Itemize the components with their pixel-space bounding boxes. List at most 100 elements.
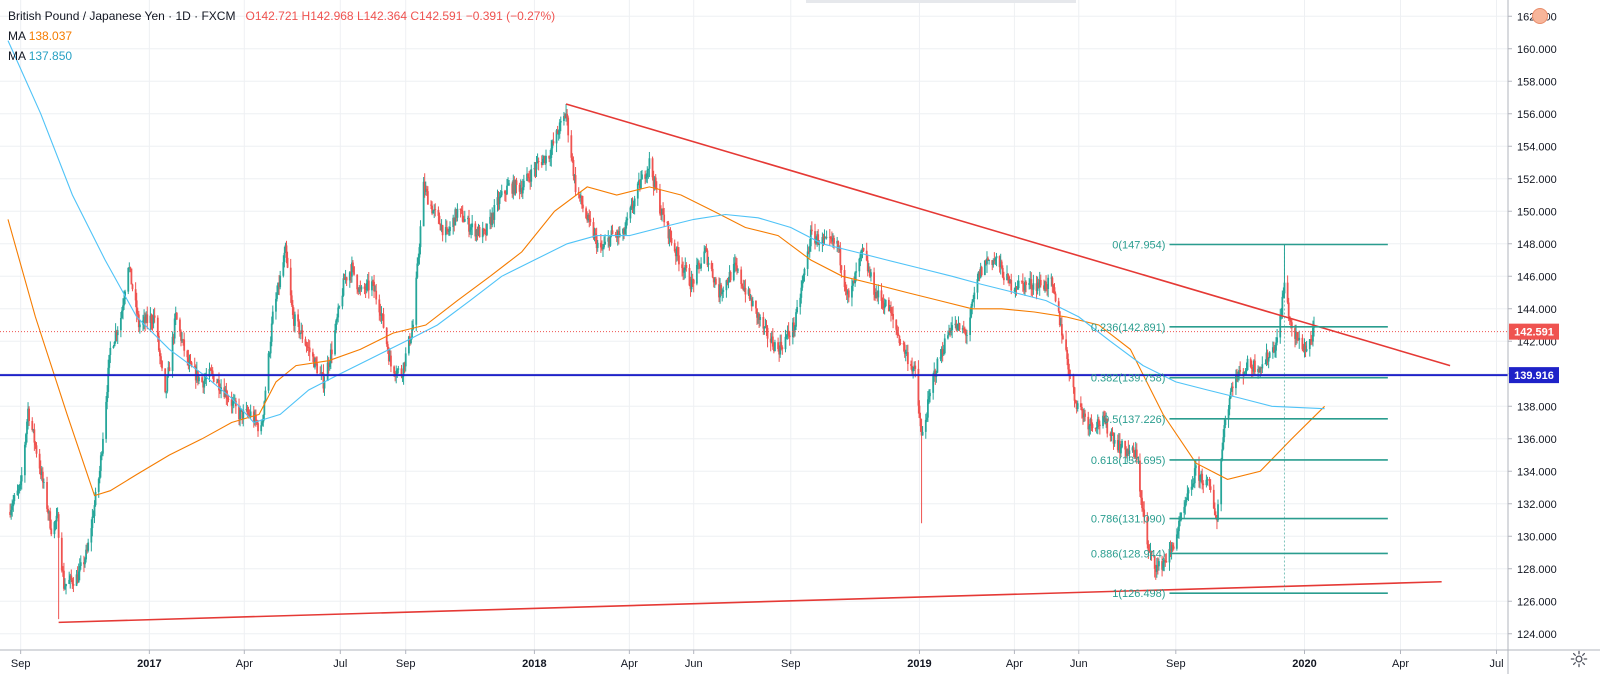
- candle-body: [973, 292, 976, 300]
- candle-body: [564, 116, 566, 119]
- candle: [1111, 427, 1114, 436]
- candle: [1102, 411, 1104, 429]
- candle-body: [113, 341, 116, 347]
- candle: [344, 269, 347, 284]
- candle: [735, 256, 737, 272]
- candle-body: [1224, 419, 1227, 426]
- candle-body: [187, 357, 190, 366]
- candle: [119, 311, 122, 338]
- candle: [1118, 433, 1121, 460]
- candle: [462, 215, 465, 223]
- candle-body: [599, 242, 602, 248]
- candle: [76, 566, 79, 584]
- candle-body: [898, 335, 901, 344]
- candle: [476, 226, 479, 241]
- candle-body: [393, 366, 396, 374]
- candle-body: [1294, 328, 1296, 339]
- fib-level-label: 0(147.954): [1112, 239, 1165, 251]
- candle-body: [644, 174, 647, 179]
- candle: [1081, 403, 1083, 419]
- candle: [845, 284, 848, 300]
- candle-body: [441, 225, 444, 236]
- candle: [881, 297, 884, 310]
- candle: [1127, 440, 1130, 457]
- candle: [396, 368, 399, 378]
- candle: [482, 227, 485, 236]
- candle-body: [471, 223, 474, 228]
- candle-body: [1221, 449, 1224, 461]
- candle-body: [831, 239, 833, 242]
- candle: [503, 189, 506, 202]
- legend-ma1-row[interactable]: MA 138.037: [8, 26, 555, 46]
- candle: [160, 353, 162, 368]
- candle: [41, 467, 44, 489]
- candle: [714, 276, 717, 286]
- candle: [949, 327, 951, 338]
- candle-body: [358, 287, 361, 292]
- candle-body: [667, 222, 670, 239]
- candle-body: [574, 175, 577, 192]
- price-tick-label: 132.000: [1517, 499, 1557, 511]
- candle: [954, 316, 957, 329]
- candle-body: [710, 262, 713, 269]
- time-tick-label: 2020: [1292, 658, 1316, 670]
- candle: [1117, 432, 1120, 453]
- candle-body: [899, 343, 902, 344]
- candle: [360, 284, 363, 292]
- candle-body: [119, 317, 122, 331]
- candle-body: [839, 247, 842, 266]
- candle: [307, 339, 310, 357]
- candle: [319, 366, 322, 374]
- candle: [1252, 359, 1255, 375]
- candle-body: [18, 485, 21, 489]
- candle-body: [689, 285, 692, 290]
- symbol-title[interactable]: British Pound / Japanese Yen · 1D · FXCM: [8, 9, 236, 23]
- candle: [675, 246, 678, 262]
- candle: [903, 341, 906, 358]
- candle-body: [552, 141, 555, 144]
- candle-body: [202, 382, 205, 388]
- candle-body: [1250, 366, 1253, 369]
- alert-icon[interactable]: [1532, 8, 1548, 24]
- candle-body: [917, 368, 920, 406]
- candle: [1021, 273, 1024, 292]
- candle-body: [94, 491, 97, 506]
- candle-body: [335, 320, 337, 331]
- candle: [10, 503, 13, 520]
- candle: [880, 283, 883, 309]
- legend-ma2-row[interactable]: MA 137.850: [8, 46, 555, 66]
- candle-body: [401, 376, 404, 378]
- candle: [115, 329, 118, 342]
- candle-body: [336, 317, 339, 321]
- candle-body: [555, 130, 558, 144]
- candle-body: [1213, 508, 1216, 516]
- candle-body: [284, 245, 287, 253]
- candle: [417, 253, 420, 266]
- candle-body: [322, 373, 325, 389]
- candle: [1007, 273, 1009, 284]
- candle-body: [263, 401, 266, 415]
- candle-body: [373, 281, 375, 292]
- gear-icon[interactable]: [1570, 650, 1588, 668]
- candle-body: [1302, 349, 1305, 351]
- candle-body: [618, 233, 621, 237]
- candle-body: [1304, 345, 1307, 352]
- candle: [1222, 429, 1225, 451]
- fib-level-label: 0.618(134.695): [1091, 455, 1166, 467]
- candle: [585, 206, 588, 220]
- candle-body: [415, 277, 418, 325]
- candle-body: [624, 228, 627, 235]
- candle: [84, 557, 86, 568]
- candle: [1227, 405, 1230, 428]
- candle: [434, 203, 437, 217]
- candle-body: [519, 188, 522, 192]
- candle-body: [211, 370, 214, 375]
- candle: [320, 364, 323, 380]
- candle: [855, 262, 858, 282]
- candle-body: [1043, 285, 1045, 290]
- candle-body: [180, 331, 182, 341]
- candle-body: [614, 234, 617, 236]
- candle: [426, 186, 429, 205]
- candle: [430, 200, 432, 210]
